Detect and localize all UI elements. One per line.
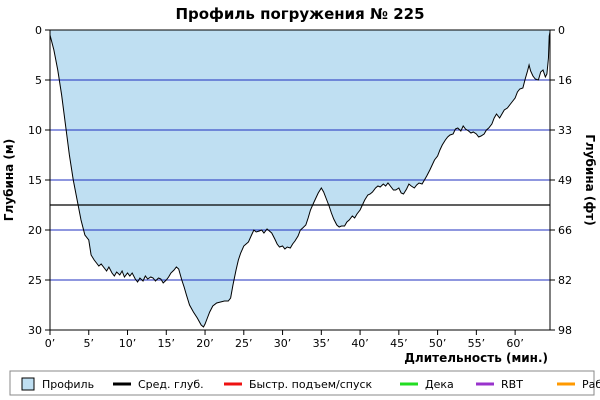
x-tick-label: 50’ xyxy=(429,337,447,350)
legend-label: Дека xyxy=(425,378,454,391)
x-tick-label: 40’ xyxy=(351,337,369,350)
y-right-tick-label: 0 xyxy=(558,24,565,37)
x-tick-label: 25’ xyxy=(235,337,253,350)
x-tick-label: 60’ xyxy=(506,337,524,350)
x-tick-label: 15’ xyxy=(158,337,176,350)
legend-swatch xyxy=(21,377,35,391)
y-right-tick-label: 82 xyxy=(558,274,572,287)
x-tick-label: 0’ xyxy=(45,337,56,350)
legend-item: Сред. глуб. xyxy=(113,378,204,391)
x-tick-label: 45’ xyxy=(390,337,408,350)
x-axis-label: Длительность (мин.) xyxy=(404,351,548,365)
legend-item: RBT xyxy=(476,378,523,391)
x-tick-label: 20’ xyxy=(196,337,214,350)
y-axis-left-label: Глубина (м) xyxy=(2,139,16,221)
legend-items: Профиль Сред. глуб. Быстр. подъем/спуск Дек… xyxy=(21,377,600,391)
legend-label: Сред. глуб. xyxy=(138,378,204,391)
y-axis-right-label: Глубина (фт) xyxy=(583,134,597,225)
legend-box xyxy=(9,370,595,396)
y-right-tick-label: 49 xyxy=(558,174,572,187)
y-left-tick-label: 25 xyxy=(28,274,42,287)
y-left-tick-label: 5 xyxy=(35,74,42,87)
legend: Профиль Сред. глуб. Быстр. подъем/спуск Дек… xyxy=(9,370,600,396)
x-tick-label: 10’ xyxy=(119,337,137,350)
legend-item: Раб. xyxy=(557,378,600,391)
profile-area xyxy=(50,30,550,327)
y-left-tick-label: 20 xyxy=(28,224,42,237)
y-axis-right-ticks: 0 16 33 49 66 82 98 xyxy=(550,24,572,337)
legend-label: Профиль xyxy=(42,378,94,391)
y-left-tick-label: 10 xyxy=(28,124,42,137)
y-right-tick-label: 98 xyxy=(558,324,572,337)
legend-item: Профиль xyxy=(21,377,94,391)
profile-line xyxy=(49,31,551,328)
legend-label: Раб. xyxy=(582,378,600,391)
legend-label: RBT xyxy=(501,378,523,391)
y-axis-left-ticks: 0 5 10 15 20 25 30 xyxy=(28,24,50,337)
plot-area xyxy=(49,29,551,331)
y-left-tick-label: 30 xyxy=(28,324,42,337)
x-tick-label: 30’ xyxy=(274,337,292,350)
y-right-tick-label: 33 xyxy=(558,124,572,137)
y-left-tick-label: 15 xyxy=(28,174,42,187)
legend-item: Дека xyxy=(400,378,454,391)
x-tick-label: 5’ xyxy=(84,337,95,350)
x-axis-ticks: 0’ 5’ 10’ 15’ 20’ 25’ 30’ 35’ 40’ 45’ 50’ 55’ 60’ xyxy=(45,330,524,350)
y-right-tick-label: 16 xyxy=(558,74,572,87)
y-left-tick-label: 0 xyxy=(35,24,42,37)
chart-title: Профиль погружения № 225 xyxy=(175,5,424,23)
x-tick-label: 55’ xyxy=(468,337,486,350)
legend-item: Быстр. подъем/спуск xyxy=(224,378,373,391)
x-tick-label: 35’ xyxy=(313,337,331,350)
y-right-tick-label: 66 xyxy=(558,224,572,237)
legend-label: Быстр. подъем/спуск xyxy=(249,378,373,391)
